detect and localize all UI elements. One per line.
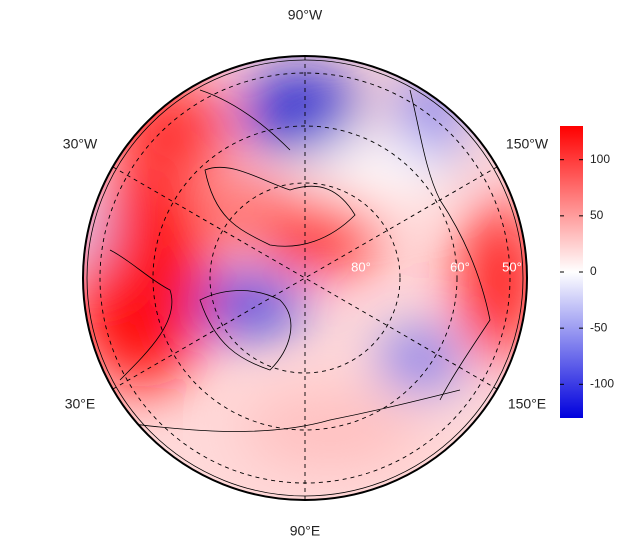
colorbar [560,126,583,418]
lon-label: 150°E [508,396,546,412]
map-border [82,55,528,501]
coastlines [99,89,491,432]
colorbar-tick-label: -100 [590,376,614,390]
colorbar-tick-label: 50 [590,208,604,222]
colorbar-ticks: -100 -50 0 50 100 [560,152,614,390]
lat-label: 50° [502,259,522,274]
lon-label: 150°W [506,136,549,152]
graticule [99,56,511,500]
colorbar-tick-label: -50 [590,320,608,334]
lat-label: 60° [450,259,470,274]
colorbar-tick-label: 100 [590,152,610,166]
lon-label: 30°E [65,396,96,412]
lon-label: 30°W [63,136,98,152]
lat-label: 80° [351,259,371,274]
colorbar-tick-label: 0 [590,264,597,278]
lon-label: 90°E [290,523,321,539]
map-border-inner [86,59,524,497]
lon-label: 90°W [288,7,323,23]
